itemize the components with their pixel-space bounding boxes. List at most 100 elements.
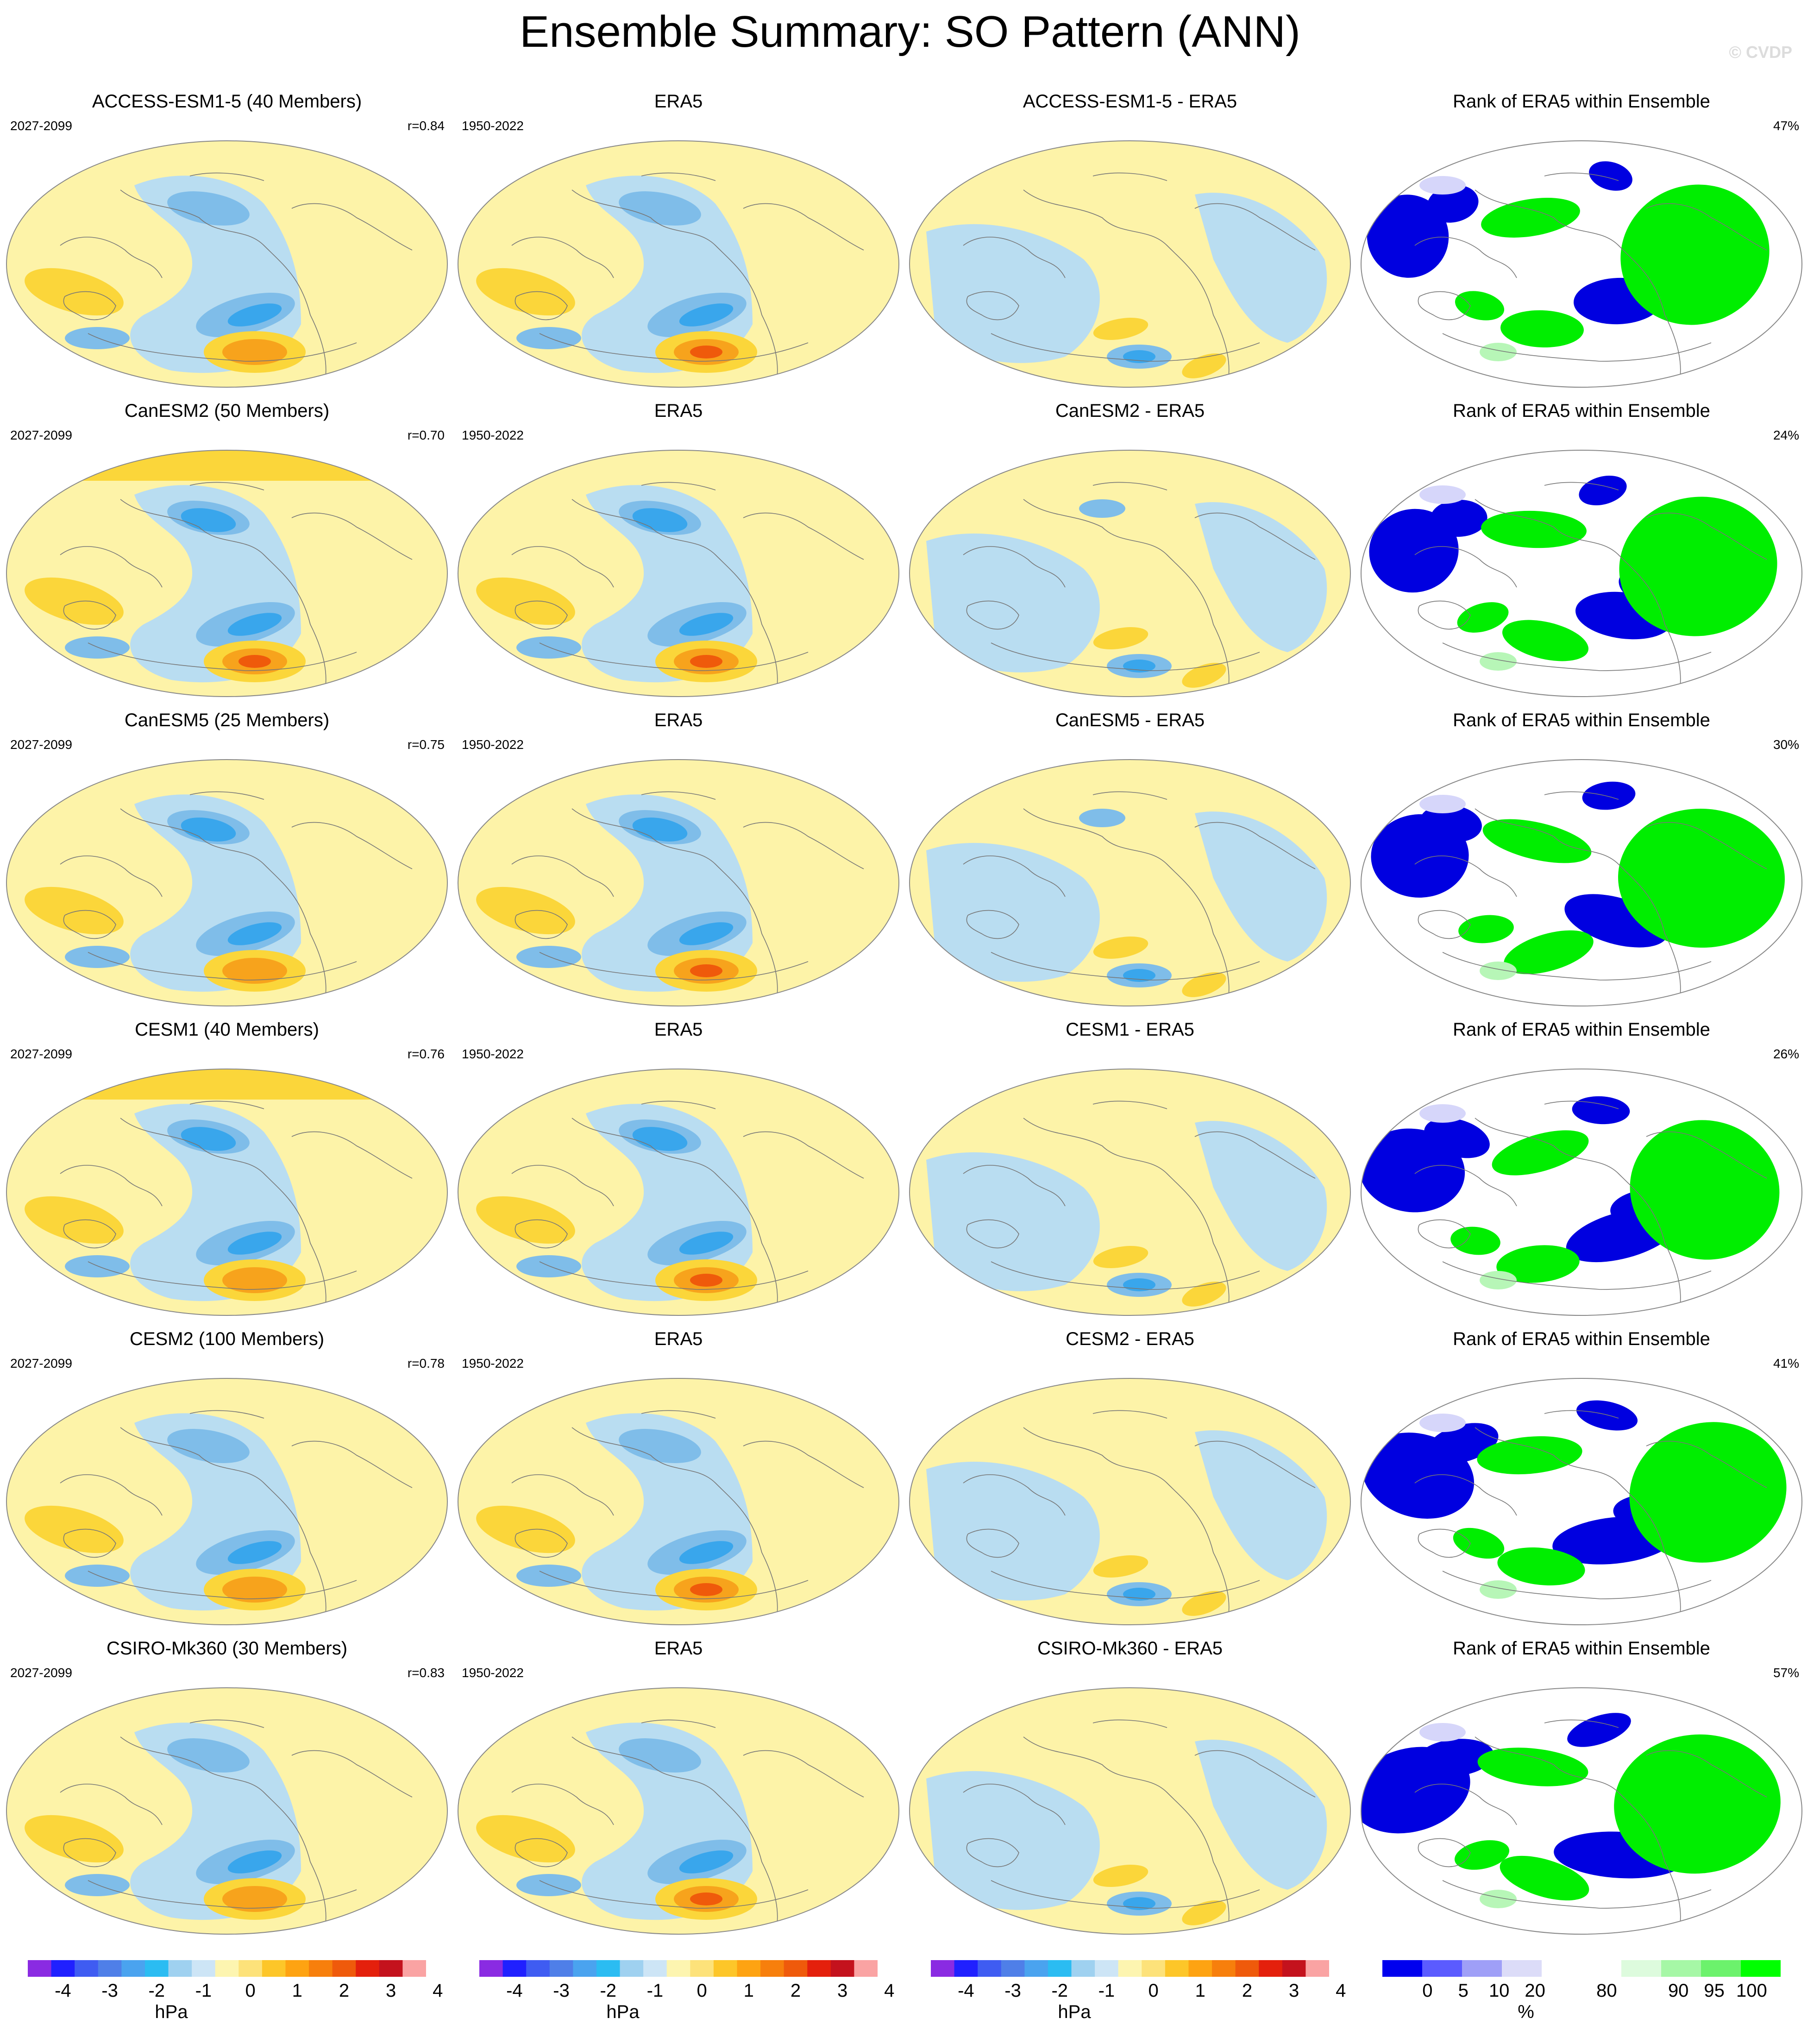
positive-anomaly-core [476,577,575,625]
negative-anomaly-core [227,1541,282,1564]
coastline [88,952,357,981]
map-outline [909,450,1351,697]
colorbar-tick-label: -3 [553,1980,570,2001]
coastline [1475,189,1681,385]
colorbar-tick-label: 10 [1488,1980,1510,2001]
rank-high-region [1502,620,1589,661]
coastline [120,1118,326,1313]
rank-low-region [1582,781,1636,810]
colorbar-unit-label: % [1518,2002,1534,2022]
colorbar-swatch [98,1960,122,1977]
positive-anomaly-core [222,958,287,984]
map-outline [1361,1687,1802,1935]
positive-anomaly-core [1182,353,1226,378]
negative-anomaly-region [926,533,1100,673]
negative-anomaly-core [167,191,250,226]
coastline [1646,822,1767,869]
colorbar-tick-label: 1 [743,1980,754,2001]
negative-anomaly-region [1195,1740,1327,1890]
period-label: 1950-2022 [462,1047,524,1061]
coastline [1023,499,1230,694]
negative-anomaly-region [926,1771,1100,1910]
coastline [291,1750,413,1798]
rank-moderate-region [1419,485,1466,504]
coastline [1646,203,1767,251]
colorbar-tick-label: 0 [245,1980,256,2001]
colorbar-swatch [1462,1960,1502,1977]
map-outline [909,1069,1351,1316]
coastline [571,189,778,385]
negative-anomaly-core [65,327,130,349]
model-map [6,140,448,388]
coastline [515,291,568,321]
coastline [1475,1736,1681,1932]
negative-anomaly-core [65,1874,130,1896]
negative-anomaly-region [926,224,1100,363]
colorbar-swatch [643,1960,667,1977]
coastline [991,642,1260,671]
rank-moderate-region [1480,652,1517,671]
rank-colorbar [1382,1960,1781,1977]
coastline [120,189,326,385]
negative-anomaly-region [926,842,1100,982]
coastline [966,1219,1019,1249]
negative-anomaly-core [1079,809,1125,827]
rank-map [1361,1687,1802,1935]
map-outline [458,140,899,388]
coastline [1194,203,1316,251]
negative-anomaly-core [679,1232,734,1255]
coastline [539,1571,809,1599]
coastline [1194,512,1316,560]
colorbar-swatch [262,1960,286,1977]
negative-anomaly-core [65,1255,130,1277]
positive-anomaly-core [222,1886,287,1912]
colorbar-swatch [168,1960,192,1977]
coastline [189,1410,264,1419]
positive-anomaly-core [1093,1555,1148,1578]
coastline [991,333,1260,362]
coastline [1475,499,1681,694]
colorbar-swatch [285,1960,309,1977]
panel-title: CanESM5 (25 Members) [124,710,330,730]
coastline [1418,1528,1471,1558]
rank-low-region [1367,195,1449,278]
coastline [63,910,116,939]
negative-anomaly-core [227,613,282,636]
negative-anomaly-core [679,1850,734,1874]
colorbar-swatch [51,1960,75,1977]
period-label: 2027-2099 [10,1356,72,1371]
rank-high-region [1481,510,1587,548]
period-label: 1950-2022 [462,737,524,752]
panel-title: ACCESS-ESM1-5 - ERA5 [1023,91,1237,112]
colorbar-unit-label: hPa [155,2002,188,2022]
colorbar-swatch [549,1960,573,1977]
rank-high-region [1482,819,1592,863]
colorbar-tick-label: -4 [958,1980,974,2001]
coastline [743,1750,864,1798]
coastline [1418,1219,1471,1249]
difference-map [909,759,1351,1006]
coastline [1092,1410,1167,1419]
map-outline [458,759,899,1006]
rank-map [1361,450,1802,697]
panel-title: ERA5 [654,1019,703,1040]
model-map [6,450,448,697]
pattern-correlation: r=0.78 [407,1356,445,1371]
coastline [291,203,413,251]
positive-anomaly-core [25,1815,124,1863]
colorbar-swatch [402,1960,426,1977]
coastline [1194,822,1316,869]
colorbar-swatch [760,1960,784,1977]
rank-low-region [1589,161,1632,191]
positive-anomaly-core [690,655,722,668]
rank-map [1361,1378,1802,1625]
coastline [515,1528,568,1558]
rank-high-region [1614,1734,1781,1874]
map-outline [1361,450,1802,697]
colorbar-tick-label: -3 [101,1980,118,2001]
coastline [1418,600,1471,630]
coastline [1646,512,1767,560]
coastline [88,1571,357,1599]
colorbar-tick-label: 4 [1336,1980,1346,2001]
watermark-logo: © CVDP [1729,43,1792,62]
